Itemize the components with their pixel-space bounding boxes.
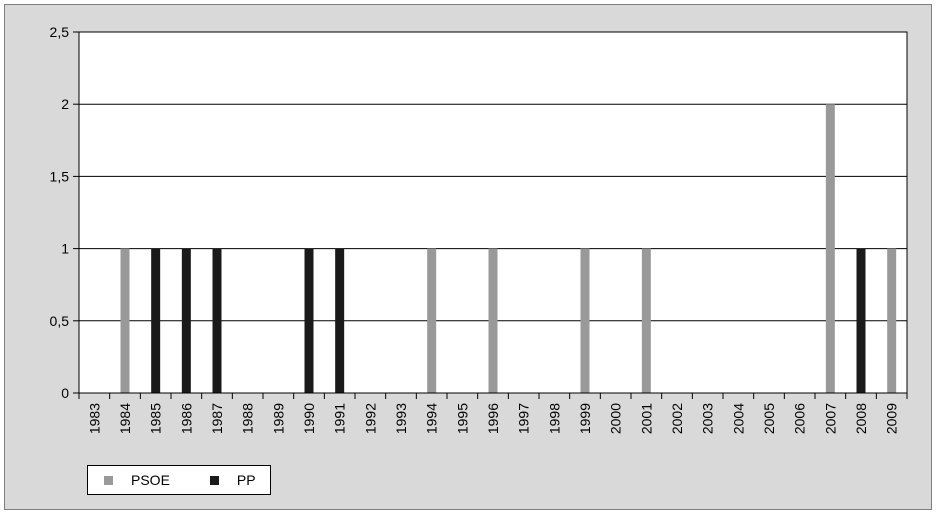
- bar-pp-2008: [856, 248, 866, 393]
- x-tick-label: 2000: [608, 403, 624, 434]
- bar-psoe-2009: [887, 248, 897, 393]
- x-tick-label: 1984: [117, 403, 133, 434]
- x-tick-label: 1996: [485, 403, 501, 434]
- x-tick-label: 2007: [822, 403, 838, 434]
- legend-swatch-psoe: [104, 475, 113, 485]
- x-tick-label: 2005: [761, 403, 777, 434]
- bar-psoe-1994: [427, 248, 437, 393]
- x-tick-label: 1997: [516, 403, 532, 434]
- bar-pp-1990: [304, 248, 314, 393]
- legend-item-psoe: PSOE: [104, 472, 170, 488]
- bar-psoe-2007: [825, 104, 835, 393]
- bar-psoe-1996: [488, 248, 498, 393]
- x-tick-label: 1988: [240, 403, 256, 434]
- x-tick-label: 2002: [669, 403, 685, 434]
- x-tick-label: 2001: [638, 403, 654, 434]
- bar-pp-1986: [181, 248, 191, 393]
- chart-frame: 0 0,5 1 1,5 2 2,5 1983 1984 1985 1986 1987 1988 198…: [4, 4, 932, 510]
- x-tick-label: 1986: [178, 403, 194, 434]
- x-tick-label: 1983: [86, 403, 102, 434]
- legend: PSOE PP: [87, 465, 271, 495]
- bar-chart: 00,511,522,5 1983 1984 1985 1986 1987 1988 198…: [50, 24, 908, 434]
- bar-pp-1991: [335, 248, 345, 393]
- x-tick-label: 1987: [209, 403, 225, 434]
- x-tick-label: 2006: [792, 403, 808, 434]
- bar-psoe-1999: [580, 248, 590, 393]
- y-tick-label: 0,5: [50, 313, 70, 329]
- x-tick-label: 1994: [424, 403, 440, 434]
- axes: [73, 31, 908, 399]
- y-tick-label: 2: [61, 96, 69, 112]
- x-tick-label: 1990: [301, 403, 317, 434]
- x-tick-label: 1991: [332, 403, 348, 434]
- y-tick-label: 1: [61, 241, 69, 257]
- bar-pp-1987: [212, 248, 222, 393]
- x-tick-label: 1985: [148, 403, 164, 434]
- plot-border: [78, 31, 908, 394]
- y-tick-label: 1,5: [50, 168, 70, 184]
- x-tick-label: 2003: [700, 403, 716, 434]
- y-tick-label: 0: [61, 385, 69, 401]
- legend-label-pp: PP: [236, 472, 256, 488]
- x-tick-label: 1995: [454, 403, 470, 434]
- x-tick-labels: 1983 1984 1985 1986 1987 1988 1989 1990 1991 1992…: [86, 403, 899, 434]
- x-tick-label: 2009: [884, 403, 900, 434]
- x-tick-label: 1999: [577, 403, 593, 434]
- legend-label-psoe: PSOE: [131, 472, 170, 488]
- bars: [120, 104, 897, 393]
- legend-item-pp: PP: [209, 472, 256, 488]
- x-tick-label: 1998: [546, 403, 562, 434]
- bar-pp-1985: [151, 248, 161, 393]
- x-tick-label: 1993: [393, 403, 409, 434]
- bar-psoe-1984: [120, 248, 130, 393]
- y-tick-label: 2,5: [50, 24, 70, 40]
- x-tick-label: 2004: [730, 403, 746, 434]
- x-tick-label: 1992: [362, 403, 378, 434]
- legend-swatch-pp: [209, 475, 219, 485]
- y-tick-labels: 0 0,5 1 1,5 2 2,5: [50, 24, 70, 401]
- x-tick-label: 1989: [270, 403, 286, 434]
- x-tick-label: 2008: [853, 403, 869, 434]
- bar-psoe-2001: [641, 248, 651, 393]
